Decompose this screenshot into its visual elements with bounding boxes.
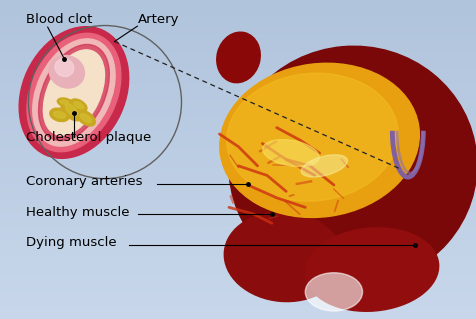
Ellipse shape — [305, 228, 438, 311]
Ellipse shape — [226, 73, 397, 201]
Ellipse shape — [49, 56, 84, 88]
Ellipse shape — [300, 155, 347, 177]
Text: Cholesterol plaque: Cholesterol plaque — [26, 131, 151, 144]
Text: Healthy muscle: Healthy muscle — [26, 206, 129, 219]
Ellipse shape — [65, 104, 78, 116]
Ellipse shape — [70, 99, 87, 112]
Ellipse shape — [216, 32, 260, 83]
Text: Coronary arteries: Coronary arteries — [26, 175, 142, 188]
Ellipse shape — [50, 108, 69, 122]
Ellipse shape — [60, 100, 69, 104]
Ellipse shape — [57, 98, 71, 106]
Ellipse shape — [55, 59, 74, 77]
Ellipse shape — [27, 33, 120, 152]
Ellipse shape — [262, 140, 318, 167]
Text: Dying muscle: Dying muscle — [26, 236, 117, 249]
Ellipse shape — [43, 50, 104, 135]
Ellipse shape — [224, 212, 343, 301]
Text: Blood clot: Blood clot — [26, 13, 92, 26]
Ellipse shape — [74, 102, 83, 109]
Ellipse shape — [33, 39, 115, 146]
Ellipse shape — [76, 110, 95, 126]
Ellipse shape — [39, 44, 109, 141]
Ellipse shape — [60, 99, 82, 121]
Ellipse shape — [305, 273, 362, 311]
Ellipse shape — [80, 114, 91, 122]
Ellipse shape — [19, 27, 129, 158]
Ellipse shape — [54, 111, 65, 118]
Ellipse shape — [219, 63, 418, 218]
Text: Artery: Artery — [138, 13, 179, 26]
Ellipse shape — [228, 46, 476, 286]
